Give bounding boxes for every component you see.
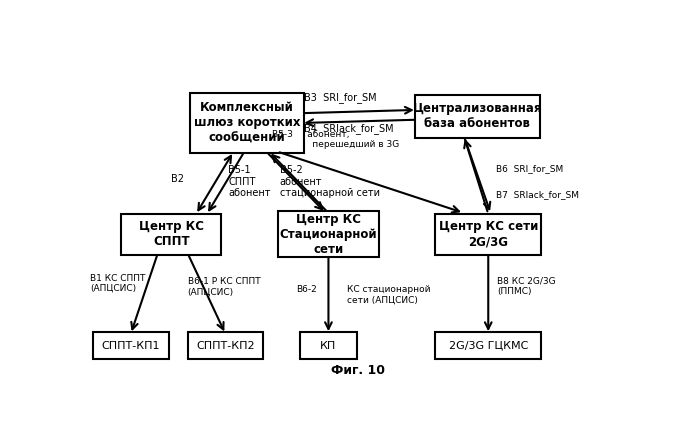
FancyBboxPatch shape [93,332,168,359]
Text: 2G/3G ГЦКМС: 2G/3G ГЦКМС [449,340,528,351]
Text: Централизованная
база абонентов: Централизованная база абонентов [412,102,542,130]
Text: Центр КС
СППТ: Центр КС СППТ [139,220,204,248]
Text: КП: КП [320,340,336,351]
Text: B8 КС 2G/3G
(ППМС): B8 КС 2G/3G (ППМС) [497,277,556,296]
Text: B6-1 Р КС СППТ
(АПЦСИС): B6-1 Р КС СППТ (АПЦСИС) [187,277,260,296]
FancyBboxPatch shape [300,332,357,359]
FancyBboxPatch shape [121,214,222,255]
Text: B3  SRI_for_SM: B3 SRI_for_SM [304,93,377,103]
Text: СППТ-КП1: СППТ-КП1 [101,340,160,351]
Text: Фиг. 10: Фиг. 10 [331,363,385,377]
Text: B2: B2 [171,174,185,184]
FancyBboxPatch shape [435,214,541,255]
Text: Комплексный
шлюз коротких
сообщений: Комплексный шлюз коротких сообщений [194,102,301,144]
Text: B6-2: B6-2 [296,286,317,295]
Text: Центр КС сети
2G/3G: Центр КС сети 2G/3G [438,220,538,248]
FancyBboxPatch shape [435,332,541,359]
Text: СППТ-КП2: СППТ-КП2 [196,340,255,351]
Text: B5-1
СППТ
абонент: B5-1 СППТ абонент [228,165,271,198]
Text: B5-2
абонент
стационарной сети: B5-2 абонент стационарной сети [280,165,380,198]
FancyBboxPatch shape [187,332,264,359]
Text: B1 КС СППТ
(АПЦСИС): B1 КС СППТ (АПЦСИС) [90,274,145,293]
Text: КС стационарной
сети (АПЦСИС): КС стационарной сети (АПЦСИС) [347,285,431,304]
Text: B4  SRIack_for_SM: B4 SRIack_for_SM [304,123,394,134]
FancyBboxPatch shape [278,211,379,257]
Text: Центр КС
Стационарной
сети: Центр КС Стационарной сети [280,213,377,256]
Text: B6  SRI_for_SM: B6 SRI_for_SM [496,164,563,173]
Text: B5-3     абонент,
              перешедший в 3G: B5-3 абонент, перешедший в 3G [271,130,399,149]
Text: B7  SRIack_for_SM: B7 SRIack_for_SM [496,190,579,199]
FancyBboxPatch shape [415,95,540,138]
FancyBboxPatch shape [190,93,304,153]
